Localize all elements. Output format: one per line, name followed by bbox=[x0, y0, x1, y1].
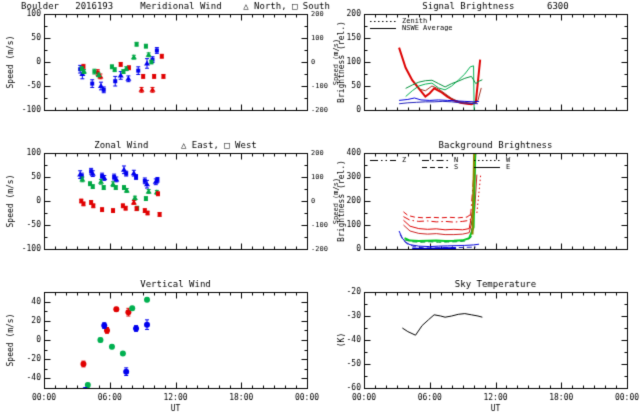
plot-background-brightness bbox=[320, 140, 640, 280]
plot-zonal-wind bbox=[0, 140, 340, 280]
plot-signal-brightness bbox=[320, 0, 640, 140]
plot-sky-temperature bbox=[320, 280, 640, 420]
plot-meridional-wind bbox=[0, 0, 340, 140]
plot-vertical-wind bbox=[0, 280, 340, 420]
